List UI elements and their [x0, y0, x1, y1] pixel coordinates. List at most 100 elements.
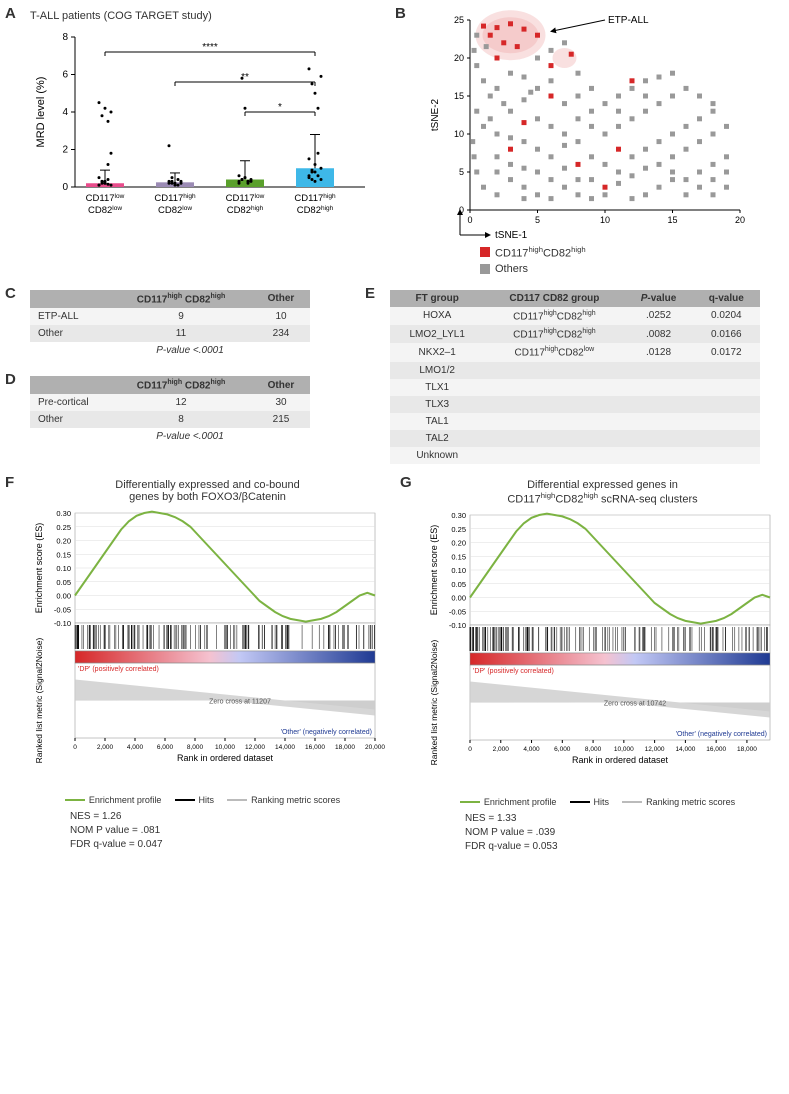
svg-text:CD117low: CD117low — [226, 193, 265, 205]
svg-text:16,000: 16,000 — [706, 746, 726, 753]
svg-text:Enrichment score (ES): Enrichment score (ES) — [34, 522, 44, 613]
svg-text:12,000: 12,000 — [245, 744, 265, 751]
svg-text:0.15: 0.15 — [56, 550, 71, 559]
svg-text:-0.05: -0.05 — [54, 605, 71, 614]
svg-text:10,000: 10,000 — [215, 744, 235, 751]
svg-text:0: 0 — [467, 215, 472, 225]
panel-a: A T-ALL patients (COG TARGET study) 0246… — [10, 10, 380, 275]
svg-text:18,000: 18,000 — [335, 744, 355, 751]
panel-f-title: Differentially expressed and co-bound ge… — [30, 479, 385, 503]
panel-e-table: FT groupCD117 CD82 groupP-valueq-valueHO… — [390, 290, 760, 464]
panel-a-title: T-ALL patients (COG TARGET study) — [30, 10, 380, 22]
svg-text:0.20: 0.20 — [451, 539, 466, 548]
svg-text:20: 20 — [454, 53, 464, 63]
svg-text:****: **** — [202, 42, 218, 53]
svg-text:6,000: 6,000 — [157, 744, 174, 751]
legend-grey-text: Others — [495, 263, 528, 275]
svg-text:4: 4 — [62, 107, 68, 118]
svg-text:0.15: 0.15 — [451, 553, 466, 562]
svg-text:6: 6 — [62, 70, 68, 81]
svg-text:CD82low: CD82low — [158, 205, 192, 217]
svg-text:10: 10 — [454, 129, 464, 139]
svg-text:0: 0 — [73, 744, 77, 751]
svg-text:0.10: 0.10 — [56, 564, 71, 573]
svg-text:0: 0 — [62, 182, 68, 193]
svg-text:2,000: 2,000 — [97, 744, 114, 751]
legend-red-text: CD117highCD82high — [495, 245, 586, 260]
svg-text:0.00: 0.00 — [56, 591, 71, 600]
svg-text:0.20: 0.20 — [56, 536, 71, 545]
svg-text:'Other' (negatively correlated: 'Other' (negatively correlated) — [281, 729, 372, 736]
svg-text:Rank in ordered dataset: Rank in ordered dataset — [177, 753, 274, 763]
legend-red-swatch — [480, 247, 490, 257]
svg-text:tSNE-1: tSNE-1 — [495, 230, 528, 240]
svg-text:5: 5 — [535, 215, 540, 225]
panel-g-stats: NES = 1.33 NOM P value = .039 FDR q-valu… — [465, 812, 780, 854]
panel-c-pval: P-value <.0001 — [30, 345, 350, 356]
panel-g-label: G — [400, 474, 412, 491]
svg-text:Ranked list metric (Signal2Noi: Ranked list metric (Signal2Noise) — [34, 637, 44, 763]
svg-text:5: 5 — [459, 167, 464, 177]
svg-text:20,000: 20,000 — [365, 744, 385, 751]
svg-text:25: 25 — [454, 15, 464, 25]
svg-text:10,000: 10,000 — [614, 746, 634, 753]
svg-text:14,000: 14,000 — [675, 746, 695, 753]
panel-b-label: B — [395, 5, 406, 22]
panel-f-chart: -0.10-0.050.000.050.100.150.200.250.30En… — [30, 508, 385, 788]
panel-e-label: E — [365, 285, 375, 302]
svg-text:15: 15 — [667, 215, 677, 225]
panel-e: E FT groupCD117 CD82 groupP-valueq-value… — [370, 290, 770, 464]
panel-b: B 051015202505101520tSNE-2tSNE-1ETP-ALL … — [400, 10, 760, 275]
svg-text:-0.10: -0.10 — [54, 619, 71, 628]
svg-text:CD117high: CD117high — [154, 193, 196, 205]
svg-text:10: 10 — [600, 215, 610, 225]
svg-text:8,000: 8,000 — [585, 746, 602, 753]
svg-text:-0.05: -0.05 — [449, 608, 466, 617]
svg-text:*: * — [278, 102, 282, 113]
panel-g: G Differential expressed genes inCD117hi… — [405, 479, 780, 855]
panel-g-chart: -0.10-0.050.000.050.100.150.200.250.30En… — [425, 510, 780, 790]
svg-text:**: ** — [241, 72, 249, 83]
svg-text:0.05: 0.05 — [451, 580, 466, 589]
svg-text:CD82high: CD82high — [227, 205, 264, 217]
svg-text:'Other' (negatively correlated: 'Other' (negatively correlated) — [676, 731, 767, 738]
svg-text:12,000: 12,000 — [645, 746, 665, 753]
svg-text:'DP' (positively correlated): 'DP' (positively correlated) — [78, 666, 159, 673]
svg-text:Zero cross at 10742: Zero cross at 10742 — [604, 701, 666, 708]
panel-d-pval: P-value <.0001 — [30, 431, 350, 442]
svg-text:8: 8 — [62, 32, 68, 43]
svg-text:6,000: 6,000 — [554, 746, 571, 753]
panel-f: F Differentially expressed and co-bound … — [10, 479, 385, 855]
legend-grey-swatch — [480, 264, 490, 274]
panel-f-label: F — [5, 474, 14, 491]
panel-d-table: CD117high CD82highOtherPre-cortical1230O… — [30, 376, 310, 428]
svg-text:20: 20 — [735, 215, 745, 225]
svg-text:-0.10: -0.10 — [449, 621, 466, 630]
panel-g-title: Differential expressed genes inCD117high… — [425, 479, 780, 506]
svg-text:18,000: 18,000 — [737, 746, 757, 753]
svg-text:Enrichment score (ES): Enrichment score (ES) — [429, 525, 439, 616]
svg-text:CD117high: CD117high — [294, 193, 336, 205]
svg-text:MRD level (%): MRD level (%) — [35, 77, 47, 148]
svg-text:tSNE-2: tSNE-2 — [430, 98, 441, 131]
svg-text:14,000: 14,000 — [275, 744, 295, 751]
svg-text:16,000: 16,000 — [305, 744, 325, 751]
svg-text:0.00: 0.00 — [451, 594, 466, 603]
svg-text:15: 15 — [454, 91, 464, 101]
svg-text:CD117low: CD117low — [86, 193, 125, 205]
svg-text:Ranked list metric (Signal2Noi: Ranked list metric (Signal2Noise) — [429, 640, 439, 766]
panel-c-label: C — [5, 285, 16, 302]
panel-d-label: D — [5, 371, 16, 388]
svg-text:4,000: 4,000 — [127, 744, 144, 751]
svg-text:0.25: 0.25 — [451, 525, 466, 534]
panel-c-table: CD117high CD82highOtherETP-ALL910Other11… — [30, 290, 310, 342]
panel-f-legend: Enrichment profile Hits Ranking metric s… — [30, 792, 385, 805]
svg-text:Rank in ordered dataset: Rank in ordered dataset — [572, 755, 669, 765]
panel-b-legend: CD117highCD82high Others — [480, 245, 760, 275]
svg-text:Zero cross at 11207: Zero cross at 11207 — [209, 698, 271, 705]
panel-c: C CD117high CD82highOtherETP-ALL910Other… — [10, 290, 350, 356]
panel-g-legend: Enrichment profile Hits Ranking metric s… — [425, 794, 780, 807]
svg-text:0.10: 0.10 — [451, 566, 466, 575]
svg-text:CD82high: CD82high — [297, 205, 334, 217]
svg-text:2,000: 2,000 — [493, 746, 510, 753]
